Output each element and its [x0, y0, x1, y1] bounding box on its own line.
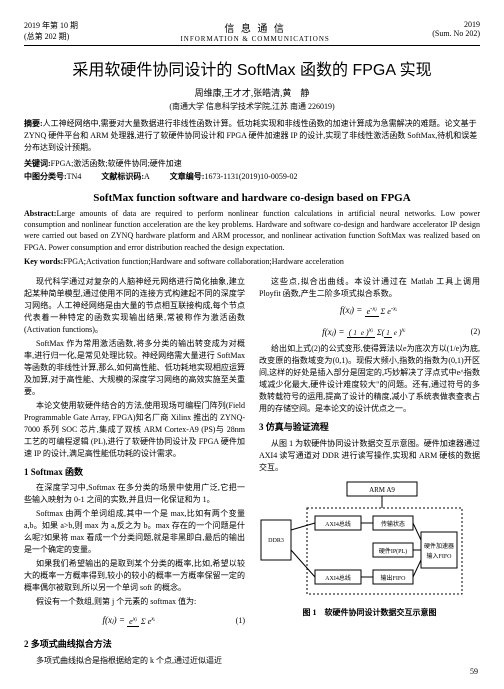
sec1-p2: Softmax 由两个单词组成,其中一个是 max,比如有两个变量 a,b。如果… [24, 508, 245, 556]
sec1-p1: 在深度学习中,Softmax 在多分类的场景中使用广泛,它把一些输入映射为 0-… [24, 482, 245, 506]
conn-line [413, 560, 421, 577]
class-no-label: 中图分类号: [24, 172, 67, 181]
article-no-label: 文章编号: [170, 172, 205, 181]
formula-1: f(xⱼ) = exⱼΣ exᵢ (1) [24, 610, 245, 632]
year-right: 2019 [432, 20, 480, 29]
in-fifo-label: 输入FIFO [426, 552, 452, 560]
abstract-en: Abstract:Large amounts of data are requi… [24, 208, 480, 253]
right-p3: 从图 1 为软硬件协同设计数据交互示意图。硬件加速器通过 AXI4 读写通道对 … [259, 438, 480, 474]
abstract-en-label: Abstract: [24, 209, 56, 218]
keywords-en-text: FPGA;Activation function;Hardware and so… [63, 257, 344, 266]
header-right: 2019 (Sum. No 202) [432, 20, 480, 43]
ctrl-label: 传输状态 [381, 520, 405, 528]
classification-row: 中图分类号:TN4 文献标识码:A 文章编号:1673-1131(2019)10… [24, 171, 480, 182]
intro-p2: SoftMax 作为常用激活函数,将多分类的输出转变成为对概率,进行归一化,是常… [24, 338, 245, 398]
conn-line [291, 523, 315, 530]
abstract-cn: 摘要:人工神经网络中,需要对大量数据进行非线性函数计算。低功耗实现和非线性函数的… [24, 118, 480, 154]
journal-cn: 信 息 通 信 [180, 20, 329, 35]
abstract-en-text: Large amounts of data are required to pe… [24, 209, 480, 252]
article-no: 1673-1131(2019)10-0059-02 [204, 172, 297, 181]
header-center: 信 息 通 信 INFORMATION & COMMUNICATIONS [180, 20, 329, 43]
formula-2b: f(xⱼ) = (1e)xⱼΣ(1e)xᵢ (2) [259, 322, 480, 344]
sec1-p3: 如果我们希望输出的是取到某个分类的概率,比如,希望以较大的概率一方概率得到,较小… [24, 558, 245, 594]
bus1-label: AXI4总线 [325, 520, 351, 528]
keywords-cn-text: FPGA;激活函数;软硬件协同;硬件加速 [51, 159, 182, 168]
abstract-cn-text: 人工神经网络中,需要对大量数据进行非线性函数计算。低功耗实现和非线性函数的加速计… [24, 119, 477, 152]
authors: 周维康,王才才,张皓清,黄 静 [24, 86, 480, 99]
conn-line [291, 550, 315, 577]
keywords-cn: 关键词:FPGA;激活函数;软硬件协同;硬件加速 [24, 158, 480, 169]
left-column: 现代科学通过对复杂的人脑神经元网络进行简化抽象,建立起某种简单模型,通过使用不同… [24, 276, 245, 669]
hw-accel-label: 硬件加速器 [424, 542, 454, 550]
figure-1: ARM A9 DDR3 AXI4总线 AXI4总线 传输状态 硬件IP(PL) … [259, 480, 480, 619]
affiliation: (南通大学 信息科学技术学院,江苏 南通 226019) [24, 101, 480, 112]
header-left: 2019 年第 10 期 (总第 202 期) [24, 20, 78, 43]
formula1-lhs: f(xⱼ) = [103, 615, 125, 625]
keywords-cn-label: 关键词: [24, 159, 51, 168]
page-header: 2019 年第 10 期 (总第 202 期) 信 息 通 信 INFORMAT… [24, 20, 480, 46]
right-p2: 给出如上式(2)的公式变形,使得算法以e为底次方以(1/e)为底,改变原的指数域… [259, 343, 480, 415]
section-2-heading: 2 多项式曲线拟合方法 [24, 638, 245, 652]
page-number: 59 [470, 667, 478, 676]
architecture-diagram: ARM A9 DDR3 AXI4总线 AXI4总线 传输状态 硬件IP(PL) … [259, 480, 469, 600]
intro-p3: 本论文使用软硬件结合的方法,使用现场可编程门阵列(Field Programma… [24, 400, 245, 460]
keywords-en: Key words:FPGA;Activation function;Hardw… [24, 257, 480, 266]
out-fifo-label: 输出FIFO [380, 574, 406, 582]
issue-year: 2019 年第 10 期 [24, 20, 78, 31]
issue-total: (总第 202 期) [24, 31, 78, 42]
arm-label: ARM A9 [369, 486, 395, 494]
formula3-lhs: f(xⱼ) = [322, 327, 344, 337]
keywords-en-label: Key words: [24, 257, 63, 266]
section-3-heading: 3 仿真与验证流程 [259, 421, 480, 435]
title-cn: 采用软硬件协同设计的 SoftMax 函数的 FPGA 实现 [24, 56, 480, 80]
figure-1-caption: 图 1 软硬件协同设计数据交互示意图 [259, 607, 480, 619]
title-en: SoftMax function software and hardware c… [24, 192, 480, 204]
journal-en: INFORMATION & COMMUNICATIONS [180, 35, 329, 43]
doc-code-label: 文献标识码: [101, 172, 144, 181]
formula2-lhs: f(xⱼ) = [340, 305, 362, 315]
formula-2a: f(xⱼ) = e-xⱼΣ e-xᵢ [259, 304, 480, 318]
sum-no: (Sum. No 202) [432, 29, 480, 38]
abstract-cn-label: 摘要: [24, 119, 43, 128]
doc-code: A [144, 172, 150, 181]
hwip-label: 硬件IP(PL) [379, 547, 407, 555]
body-columns: 现代科学通过对复杂的人脑神经元网络进行简化抽象,建立起某种简单模型,通过使用不同… [24, 276, 480, 669]
section-1-heading: 1 Softmax 函数 [24, 466, 245, 480]
right-p1: 这些点,拟合出曲线。本设计通过在 Matlab 工具上调用Ployfit 函数,… [259, 276, 480, 300]
formula2-num: (2) [471, 326, 480, 338]
ddr-label: DDR3 [268, 538, 284, 544]
formula1-num: (1) [236, 615, 245, 627]
class-no: TN4 [67, 172, 82, 181]
conn-line [413, 523, 421, 540]
bus2-label: AXI4总线 [325, 574, 351, 582]
intro-p1: 现代科学通过对复杂的人脑神经元网络进行简化抽象,建立起某种简单模型,通过使用不同… [24, 276, 245, 336]
right-column: 这些点,拟合出曲线。本设计通过在 Matlab 工具上调用Ployfit 函数,… [259, 276, 480, 669]
hw-accel-box [421, 532, 457, 568]
sec2-p1: 多项式曲线拟合是指根据给定的 k 个点,通过近似逼近 [24, 655, 245, 667]
sec1-p4: 假设有一个数组,则第 j 个元素的 softmax 值为: [24, 596, 245, 608]
